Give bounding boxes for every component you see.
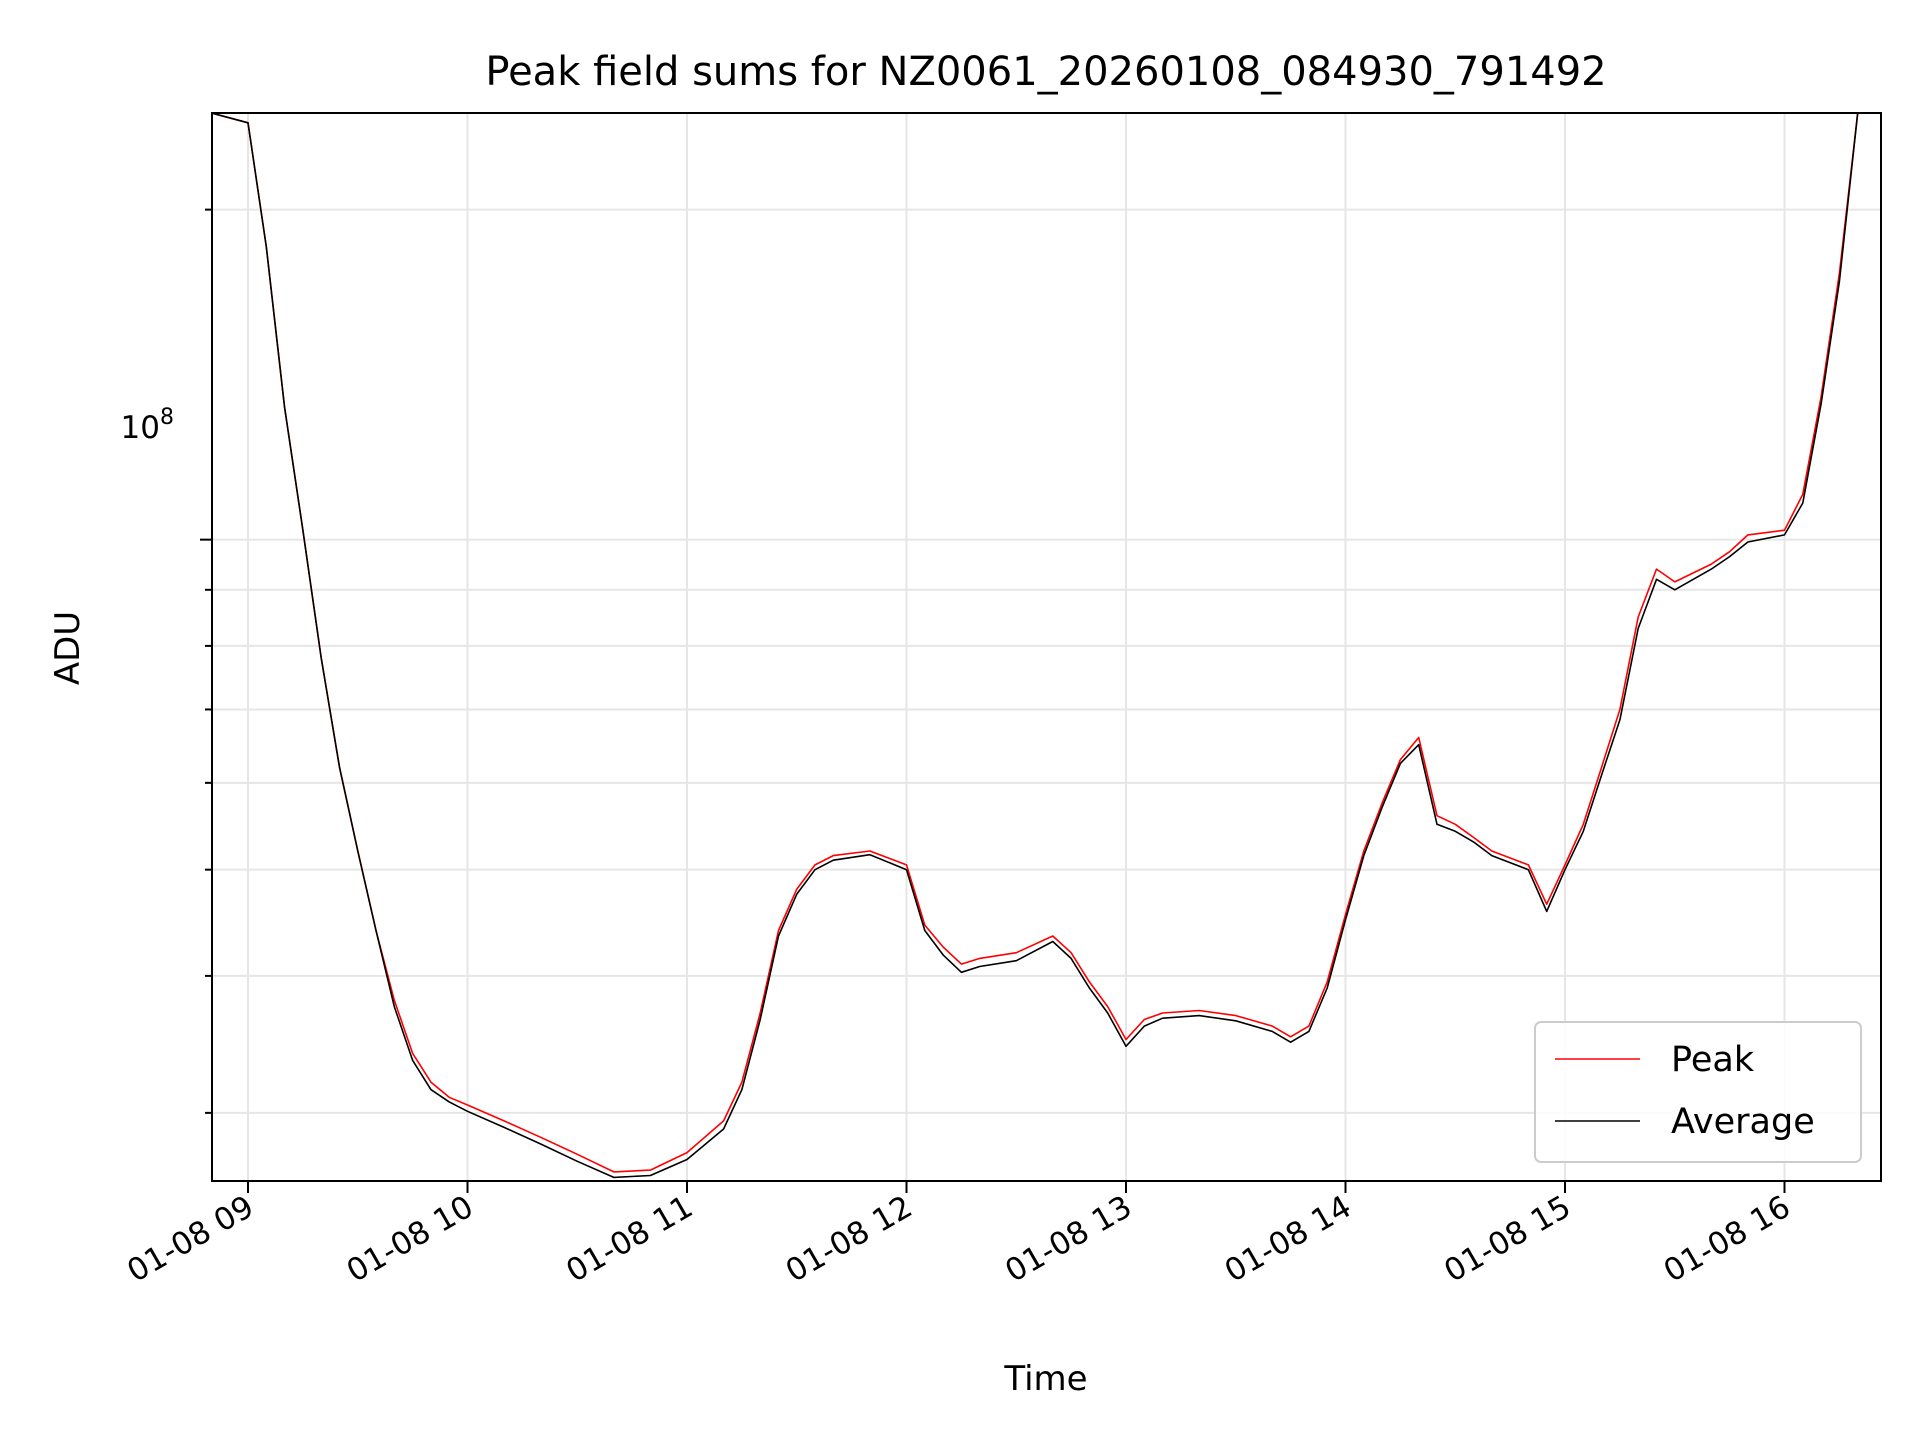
grid (212, 113, 1881, 1181)
legend-box (1534, 1021, 1862, 1163)
x-axis-title: Time (1003, 1359, 1087, 1399)
series-line-average (212, 113, 1859, 1179)
plot-frame (211, 112, 1882, 1182)
legend-peak-label: Peak (1671, 1040, 1755, 1080)
series-layer (212, 113, 1859, 1179)
y-axis-title: ADU (48, 611, 88, 685)
y-tick-label-1e8: 108 (121, 405, 174, 446)
legend: Peak Average (1534, 1021, 1862, 1163)
series-line-peak (212, 113, 1859, 1173)
chart-title: Peak field sums for NZ0061_20260108_0849… (485, 49, 1606, 95)
legend-average-label: Average (1671, 1102, 1815, 1142)
y-axis: 108 (121, 208, 212, 1114)
